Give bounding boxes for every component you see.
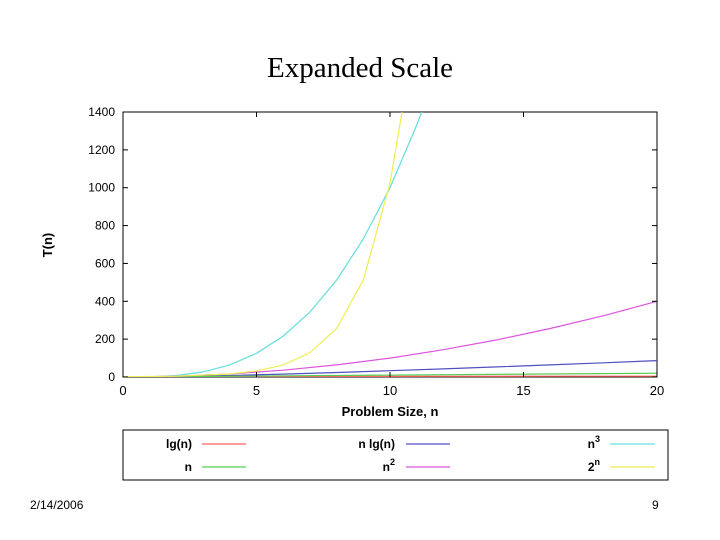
y-tick-label: 1200 <box>88 143 115 157</box>
series-line-4 <box>123 300 657 377</box>
y-tick-label: 400 <box>95 294 115 308</box>
slide-title: Expanded Scale <box>266 52 453 84</box>
y-tick-label: 800 <box>95 219 115 233</box>
legend-label-5: 2n <box>588 457 600 474</box>
slide-page-number: 9 <box>652 498 659 512</box>
x-tick-label: 0 <box>119 383 126 398</box>
legend-label-2: n3 <box>588 434 600 451</box>
y-tick-label: 1400 <box>88 105 115 119</box>
y-tick-label: 1000 <box>88 181 115 195</box>
plot-area <box>122 111 658 378</box>
legend-label-3: n <box>185 460 192 474</box>
slide-date: 2/14/2006 <box>30 498 84 512</box>
x-tick-label: 15 <box>516 383 530 398</box>
legend-label-1: n lg(n) <box>358 437 395 451</box>
legend-label-4: n2 <box>383 457 395 474</box>
x-tick-label: 10 <box>383 383 397 398</box>
y-tick-label: 0 <box>108 370 115 384</box>
series-line-5 <box>123 112 403 377</box>
legend-label-0: lg(n) <box>166 437 192 451</box>
series-line-2 <box>123 112 423 377</box>
y-axis-label: T(n) <box>40 233 55 258</box>
y-tick-label: 600 <box>95 256 115 270</box>
x-tick-label: 20 <box>650 383 664 398</box>
legend-box <box>122 429 669 481</box>
y-tick-label: 200 <box>95 332 115 346</box>
x-axis-label: Problem Size, n <box>342 404 439 419</box>
x-tick-label: 5 <box>253 383 260 398</box>
